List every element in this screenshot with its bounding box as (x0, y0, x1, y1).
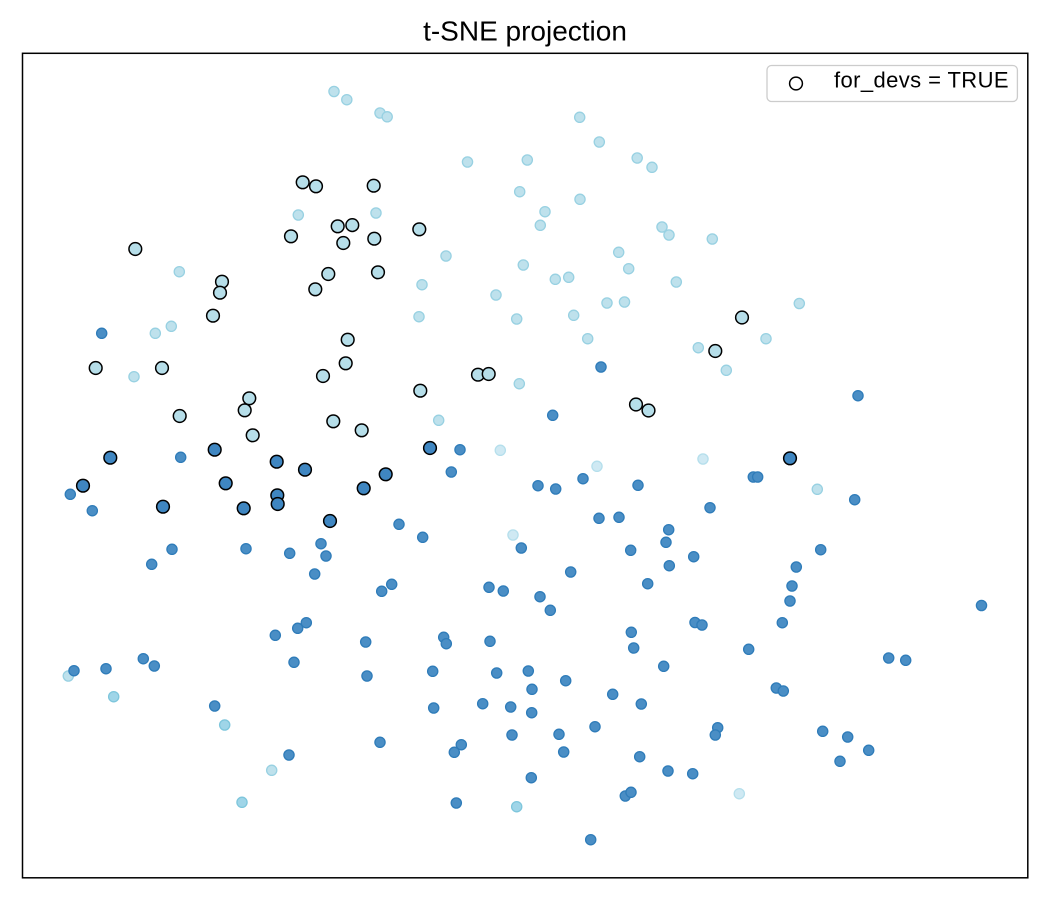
svg-text:for_devs = TRUE: for_devs = TRUE (834, 68, 1009, 93)
svg-text:t-SNE projection: t-SNE projection (423, 16, 627, 47)
